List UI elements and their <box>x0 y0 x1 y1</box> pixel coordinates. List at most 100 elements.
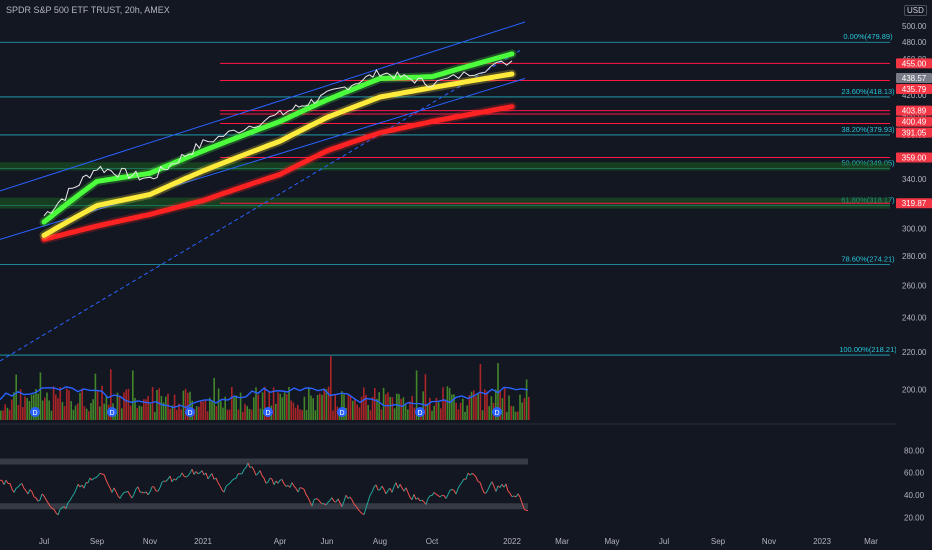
volume-bar <box>209 397 211 420</box>
oscillator-segment <box>343 495 347 502</box>
oscillator-segment <box>37 499 41 502</box>
oscillator-axis-tick: 40.00 <box>904 491 925 500</box>
price-tag <box>896 105 932 116</box>
oscillator-segment <box>375 484 379 491</box>
volume-bar <box>96 391 99 420</box>
volume-bar <box>213 377 215 420</box>
volume-bar <box>145 399 147 420</box>
volume-bar <box>198 406 200 420</box>
oscillator-segment <box>91 477 95 481</box>
volume-bar <box>37 393 39 420</box>
volume-bar <box>233 396 235 420</box>
volume-bar <box>358 407 361 420</box>
oscillator-segment <box>149 486 153 493</box>
channel-mid-line[interactable] <box>0 50 521 362</box>
time-axis-tick: 2023 <box>813 537 831 546</box>
volume-bar <box>380 409 383 420</box>
oscillator-segment <box>233 477 237 480</box>
oscillator-segment <box>243 467 247 470</box>
oscillator-segment <box>401 487 405 492</box>
volume-bar <box>272 387 275 420</box>
volume-bar <box>356 404 358 420</box>
volume-bar <box>477 394 479 420</box>
volume-bar <box>92 399 94 420</box>
volume-bar <box>415 370 418 420</box>
oscillator-segment <box>357 508 361 512</box>
volume-bar <box>429 397 431 420</box>
dividend-marker[interactable] <box>30 407 40 417</box>
dividend-marker[interactable] <box>263 407 273 417</box>
oscillator-segment <box>351 499 355 505</box>
oscillator-segment <box>103 474 107 480</box>
volume-bar <box>297 404 299 420</box>
oscillator-band <box>0 458 528 465</box>
oscillator-segment <box>469 472 473 476</box>
oscillator-segment <box>47 502 51 507</box>
oscillator-segment <box>515 493 519 498</box>
oscillator-segment <box>153 486 157 492</box>
volume-bar <box>290 400 292 420</box>
oscillator-segment <box>311 499 315 507</box>
chart-title: SPDR S&P 500 ETF TRUST, 20h, AMEX <box>6 5 170 15</box>
volume-bar <box>231 386 233 420</box>
volume-bar <box>138 405 141 420</box>
dividend-marker[interactable] <box>107 407 117 417</box>
volume-bar <box>220 401 222 420</box>
oscillator-segment <box>305 494 309 498</box>
oscillator-segment <box>183 475 187 478</box>
oscillator-segment <box>433 492 437 495</box>
oscillator-segment <box>331 497 335 502</box>
time-axis-tick: May <box>604 537 619 546</box>
volume-bar <box>171 405 174 420</box>
volume-bar <box>68 390 70 420</box>
oscillator-segment <box>205 472 209 480</box>
oscillator-segment <box>127 491 131 496</box>
volume-bar <box>455 402 457 420</box>
volume-bar <box>41 400 44 420</box>
dividend-marker[interactable] <box>185 407 195 417</box>
price-axis-tick: 340.00 <box>902 175 927 184</box>
oscillator-segment <box>3 480 7 485</box>
volume-bar <box>488 406 490 420</box>
volume-bar <box>327 386 330 420</box>
dividend-marker[interactable] <box>492 407 502 417</box>
time-axis-tick: Mar <box>864 537 878 546</box>
oscillator-axis-tick: 80.00 <box>904 446 925 455</box>
oscillator-segment <box>391 486 395 493</box>
volume-bar <box>402 397 405 420</box>
oscillator-segment <box>511 495 515 498</box>
oscillator-segment <box>229 480 233 484</box>
oscillator-segment <box>109 487 113 493</box>
oscillator-segment <box>413 494 417 500</box>
volume-bar <box>448 388 451 420</box>
volume-bar <box>303 396 306 420</box>
volume-bar <box>332 410 334 420</box>
oscillator-segment <box>465 472 469 480</box>
oscillator-segment <box>505 483 509 492</box>
channel-upper-line[interactable] <box>0 21 526 192</box>
oscillator-segment <box>31 491 35 497</box>
volume-bar <box>178 403 180 420</box>
volume-bar <box>466 405 468 420</box>
volume-bar <box>17 405 20 420</box>
price-tag-label: 403.89 <box>902 107 927 116</box>
volume-bar <box>79 392 81 420</box>
volume-bar <box>83 406 86 420</box>
dividend-marker[interactable] <box>337 407 347 417</box>
currency-badge[interactable]: USD <box>904 5 927 16</box>
oscillator-segment <box>69 496 73 501</box>
price-axis-tick: 300.00 <box>902 225 927 234</box>
volume-bar <box>123 392 125 420</box>
volume-bar <box>55 394 57 420</box>
oscillator-segment <box>335 498 339 503</box>
volume-bar <box>330 356 332 420</box>
volume-bar <box>140 406 143 420</box>
oscillator-segment <box>365 501 369 509</box>
oscillator-segment <box>269 477 273 480</box>
volume-bar <box>264 386 266 420</box>
volume-bar <box>255 387 257 420</box>
volume-bar <box>453 394 455 420</box>
volume-bar <box>281 397 284 420</box>
dividend-marker[interactable] <box>415 407 425 417</box>
